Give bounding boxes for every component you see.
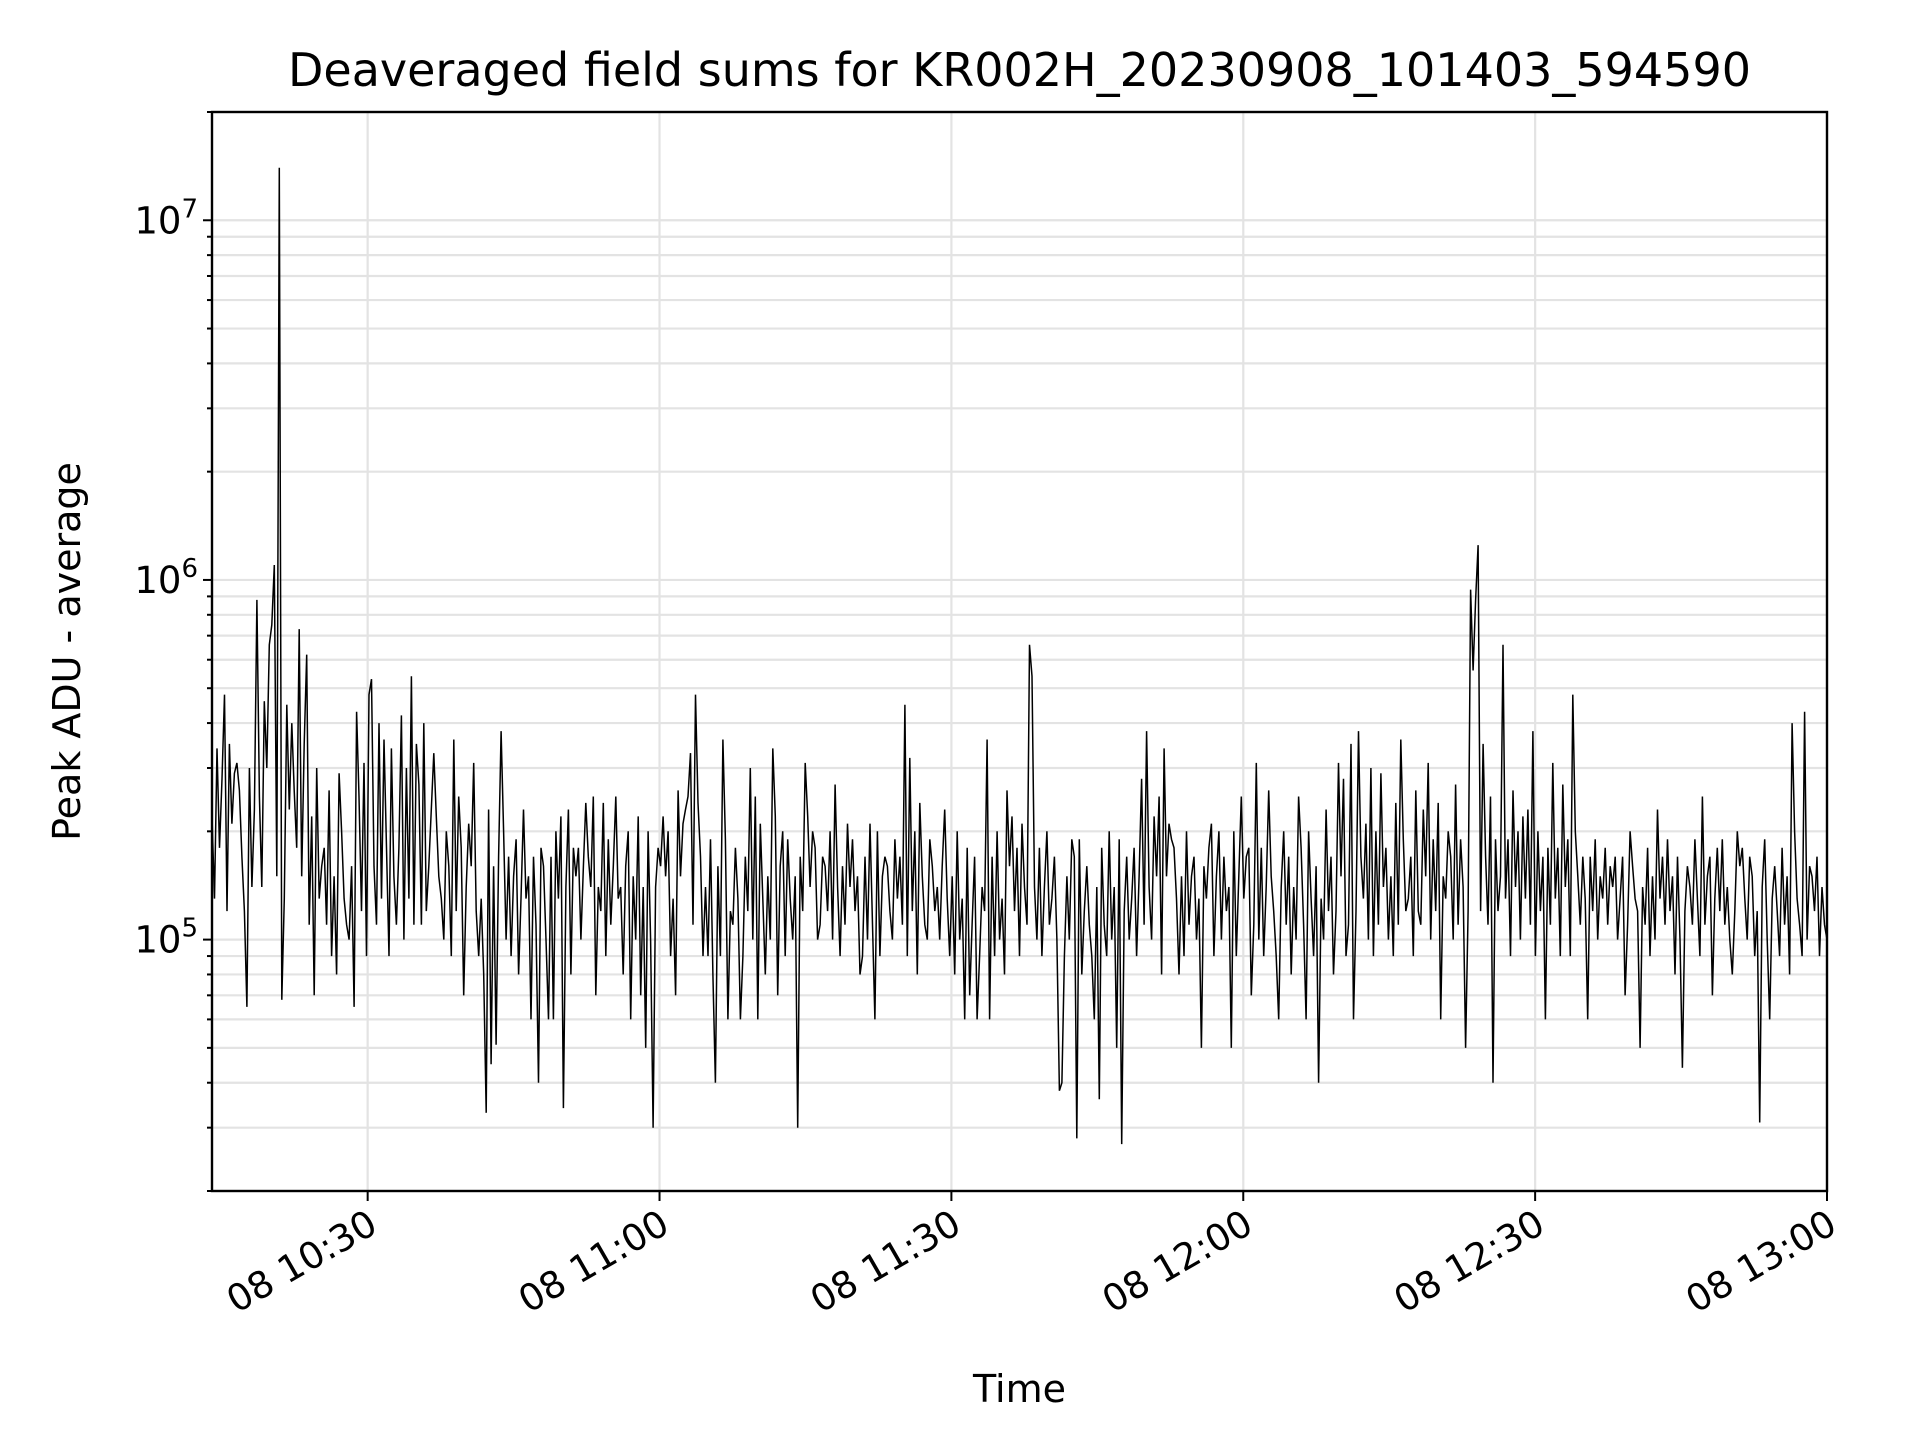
x-axis: 08 10:30 08 11:00 08 11:30 08 12:00 08 12:30… xyxy=(219,1191,1844,1322)
y-tick-label: 105 xyxy=(134,914,198,962)
y-tick-label: 106 xyxy=(134,554,198,602)
series-line xyxy=(211,167,1828,1145)
x-axis-label: Time xyxy=(972,1367,1066,1411)
x-tick-label: 08 12:00 xyxy=(1095,1202,1260,1322)
y-axis-label: Peak ADU - average xyxy=(45,462,89,841)
x-tick-label: 08 11:30 xyxy=(803,1202,968,1322)
chart-title: Deaveraged field sums for KR002H_2023090… xyxy=(288,43,1751,97)
plot-frame xyxy=(210,110,1829,1193)
y-axis: 105 106 107 xyxy=(134,111,212,1192)
x-tick-label: 08 12:30 xyxy=(1387,1202,1552,1322)
x-tick-label: 08 11:00 xyxy=(511,1202,676,1322)
y-tick-label: 107 xyxy=(134,194,198,242)
x-tick-label: 08 13:00 xyxy=(1679,1202,1844,1322)
grid xyxy=(212,110,1829,1193)
x-tick-label: 08 10:30 xyxy=(219,1202,384,1322)
series-layer xyxy=(211,167,1828,1145)
